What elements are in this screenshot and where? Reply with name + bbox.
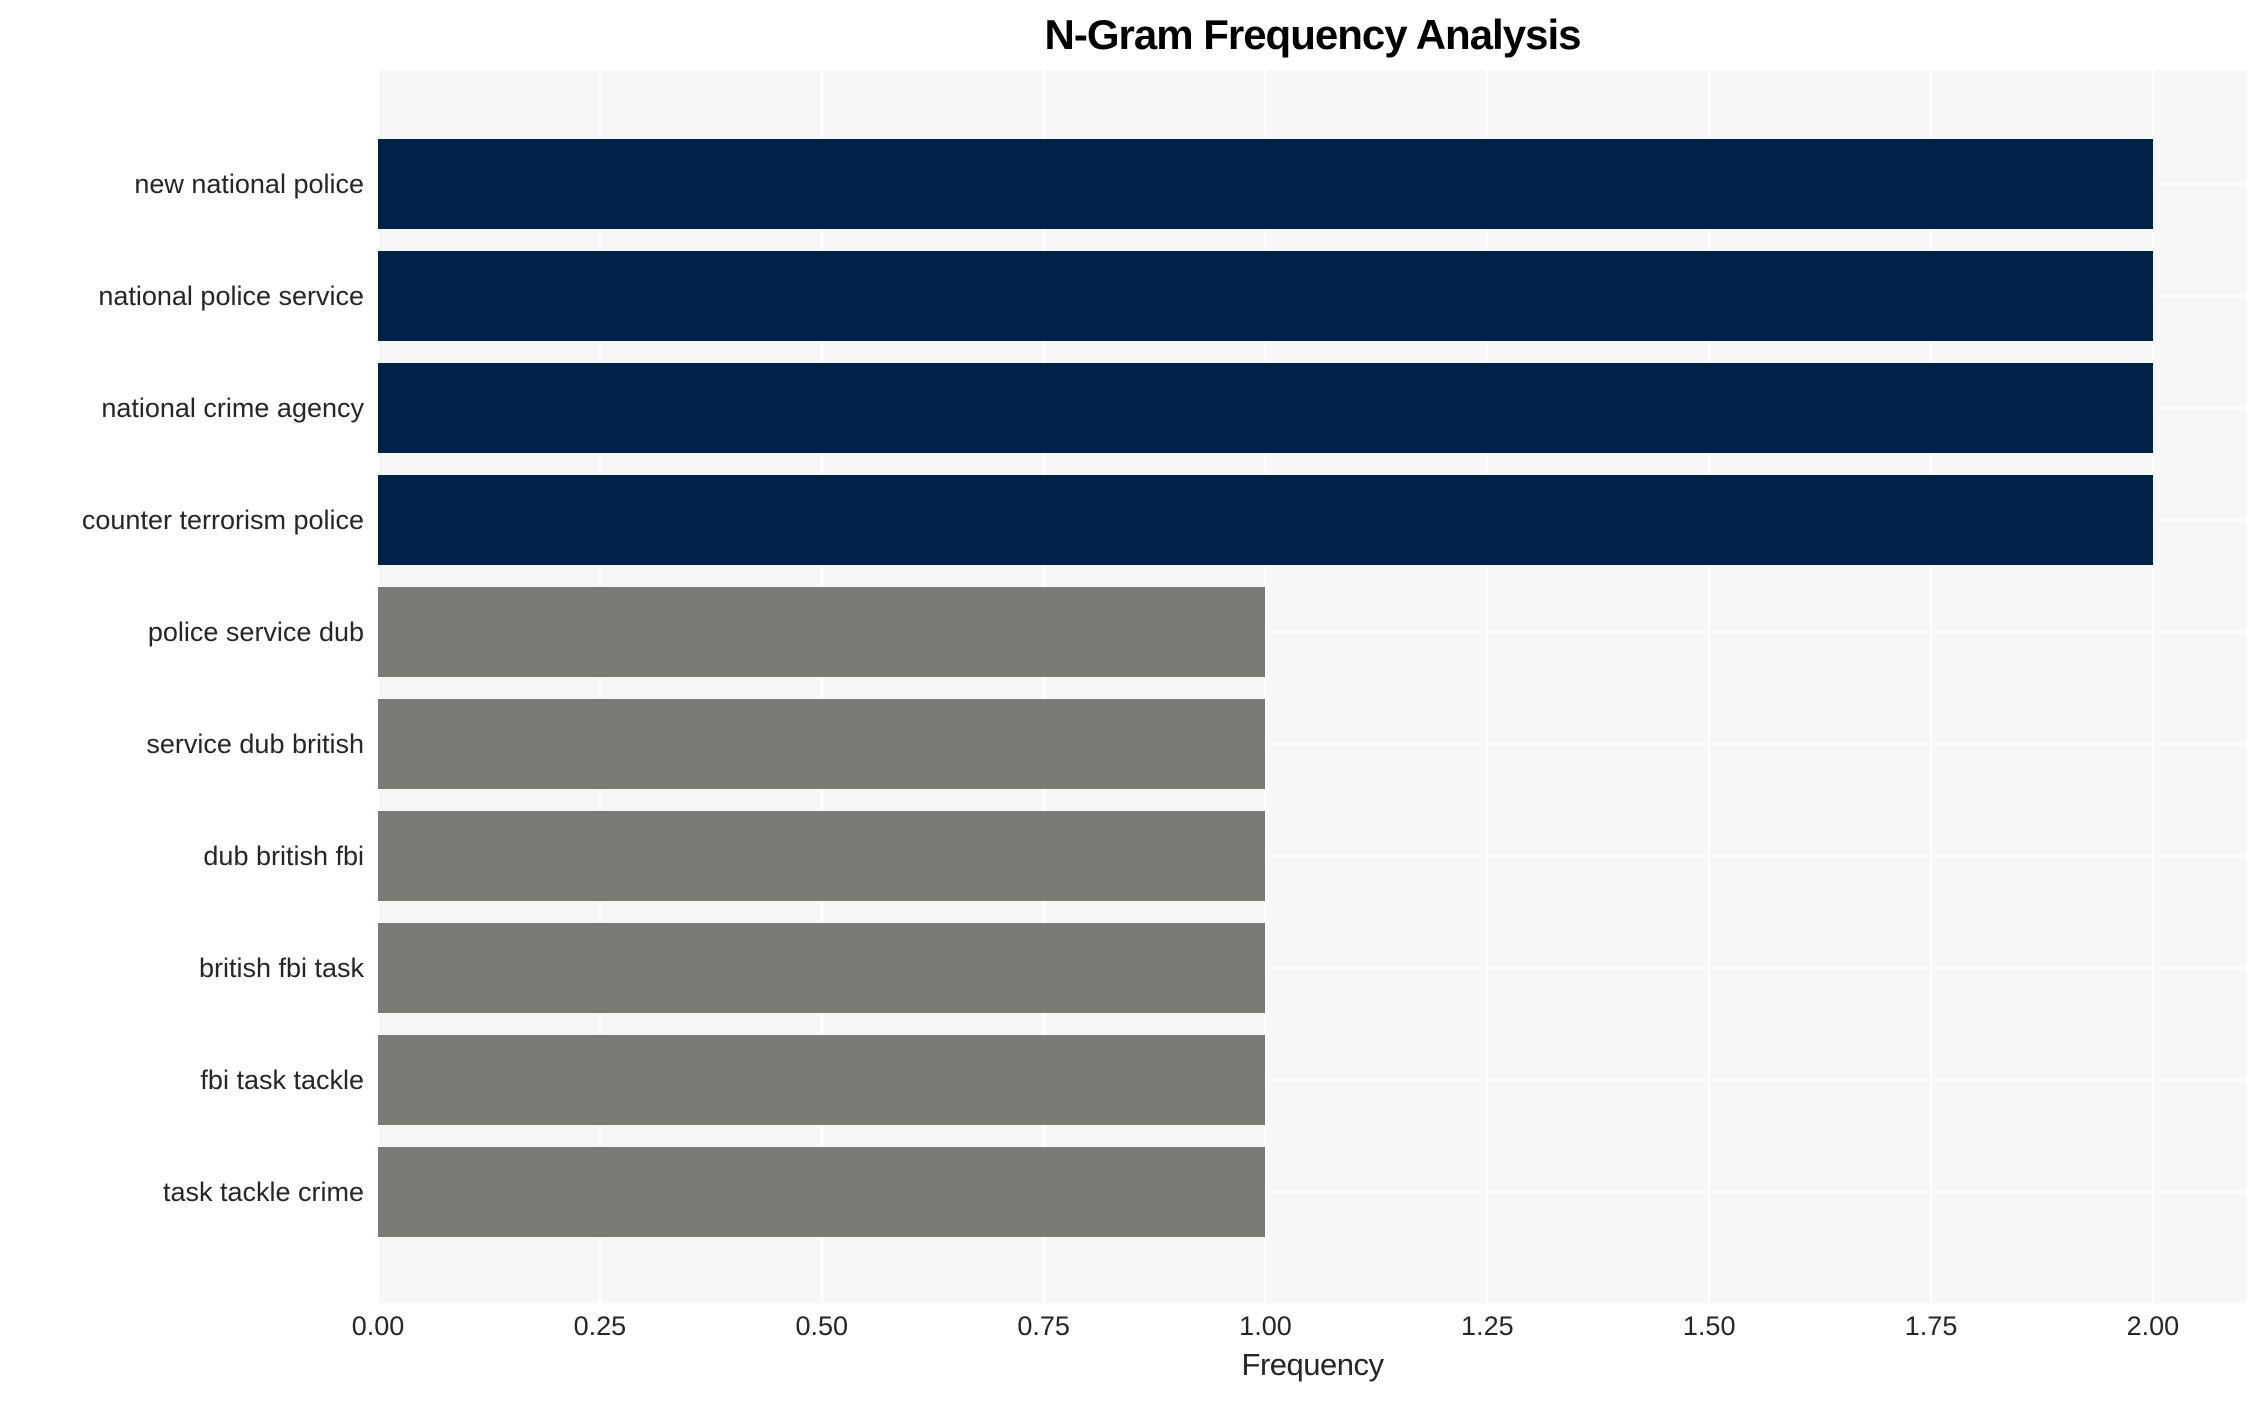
bar <box>378 1035 1266 1125</box>
h-gridline <box>378 855 2247 857</box>
category-label: british fbi task <box>198 952 364 983</box>
category-label: dub british fbi <box>203 840 364 871</box>
x-tick-label: 0.00 <box>351 1311 405 1341</box>
bar-row <box>378 800 2247 912</box>
y-label-row: counter terrorism police <box>0 464 378 576</box>
x-axis-row: 0.00 0.25 0.50 0.75 1.00 1.25 1.50 1.75 2.00 <box>0 1303 2257 1347</box>
v-gridline <box>820 70 823 1303</box>
bar-row <box>378 912 2247 1024</box>
h-gridline <box>378 967 2247 969</box>
category-label: national police service <box>98 280 364 311</box>
v-gridline <box>598 70 601 1303</box>
category-label: national crime agency <box>101 392 364 423</box>
h-gridline <box>378 1079 2247 1081</box>
title-row: N-Gram Frequency Analysis <box>0 0 2257 70</box>
bar <box>378 363 2153 453</box>
h-gridline <box>378 631 2247 633</box>
bar <box>378 587 1266 677</box>
bar-row <box>378 240 2247 352</box>
v-gridline <box>2151 70 2154 1303</box>
y-label-row: police service dub <box>0 576 378 688</box>
y-label-row: new national police <box>0 128 378 240</box>
y-label-row: british fbi task <box>0 912 378 1024</box>
y-label-row: national police service <box>0 240 378 352</box>
bar-rows <box>378 70 2247 1303</box>
category-label: service dub british <box>146 728 364 759</box>
bar-row <box>378 1136 2247 1248</box>
y-label-row: service dub british <box>0 688 378 800</box>
v-gridline <box>1042 70 1045 1303</box>
bar <box>378 811 1266 901</box>
v-gridline <box>378 70 379 1303</box>
bar <box>378 475 2153 565</box>
bar <box>378 251 2153 341</box>
bar-row <box>378 576 2247 688</box>
x-tick-label: 1.75 <box>1904 1311 1958 1341</box>
v-gridline <box>1486 70 1489 1303</box>
x-axis-gutter <box>0 1303 378 1347</box>
x-tick-label: 0.75 <box>1017 1311 1070 1341</box>
x-label-area: Frequency <box>378 1347 2247 1402</box>
y-axis-labels: new national police national police servi… <box>0 70 378 1303</box>
x-tick-label: 1.25 <box>1461 1311 1514 1341</box>
plot-area <box>378 70 2247 1303</box>
x-tick-label: 1.00 <box>1239 1311 1292 1341</box>
chart-body: new national police national police servi… <box>0 70 2257 1303</box>
x-axis-title: Frequency <box>1241 1347 1384 1382</box>
v-gridline <box>1708 70 1711 1303</box>
bar <box>378 139 2153 229</box>
v-gridline <box>1264 70 1267 1303</box>
x-tick-label: 0.25 <box>573 1311 627 1341</box>
category-label: fbi task tackle <box>200 1064 364 1095</box>
bar <box>378 1147 1266 1237</box>
bar-row <box>378 352 2247 464</box>
category-label: new national police <box>134 168 364 199</box>
bar-row <box>378 1024 2247 1136</box>
x-label-row: Frequency <box>0 1347 2257 1402</box>
bar <box>378 923 1266 1013</box>
x-tick-label: 1.50 <box>1682 1311 1736 1341</box>
y-label-row: fbi task tackle <box>0 1024 378 1136</box>
category-label: police service dub <box>147 616 364 647</box>
bar-row <box>378 464 2247 576</box>
h-gridline <box>378 743 2247 745</box>
category-label: counter terrorism police <box>81 504 364 535</box>
x-label-gutter <box>0 1347 378 1402</box>
y-label-row: task tackle crime <box>0 1136 378 1248</box>
chart-title: N-Gram Frequency Analysis <box>1044 11 1582 58</box>
bar-row <box>378 688 2247 800</box>
bar-row <box>378 128 2247 240</box>
bar <box>378 699 1266 789</box>
y-label-row: national crime agency <box>0 352 378 464</box>
x-tick-label: 0.50 <box>795 1311 848 1341</box>
category-label: task tackle crime <box>162 1176 364 1207</box>
title-gutter <box>0 0 378 70</box>
title-area: N-Gram Frequency Analysis <box>378 0 2247 70</box>
x-tick-labels: 0.00 0.25 0.50 0.75 1.00 1.25 1.50 1.75 2.00 <box>352 1303 2247 1347</box>
x-tick-label: 2.00 <box>2126 1311 2180 1341</box>
h-gridline <box>378 1191 2247 1193</box>
y-label-row: dub british fbi <box>0 800 378 912</box>
v-gridline <box>1930 70 1933 1303</box>
